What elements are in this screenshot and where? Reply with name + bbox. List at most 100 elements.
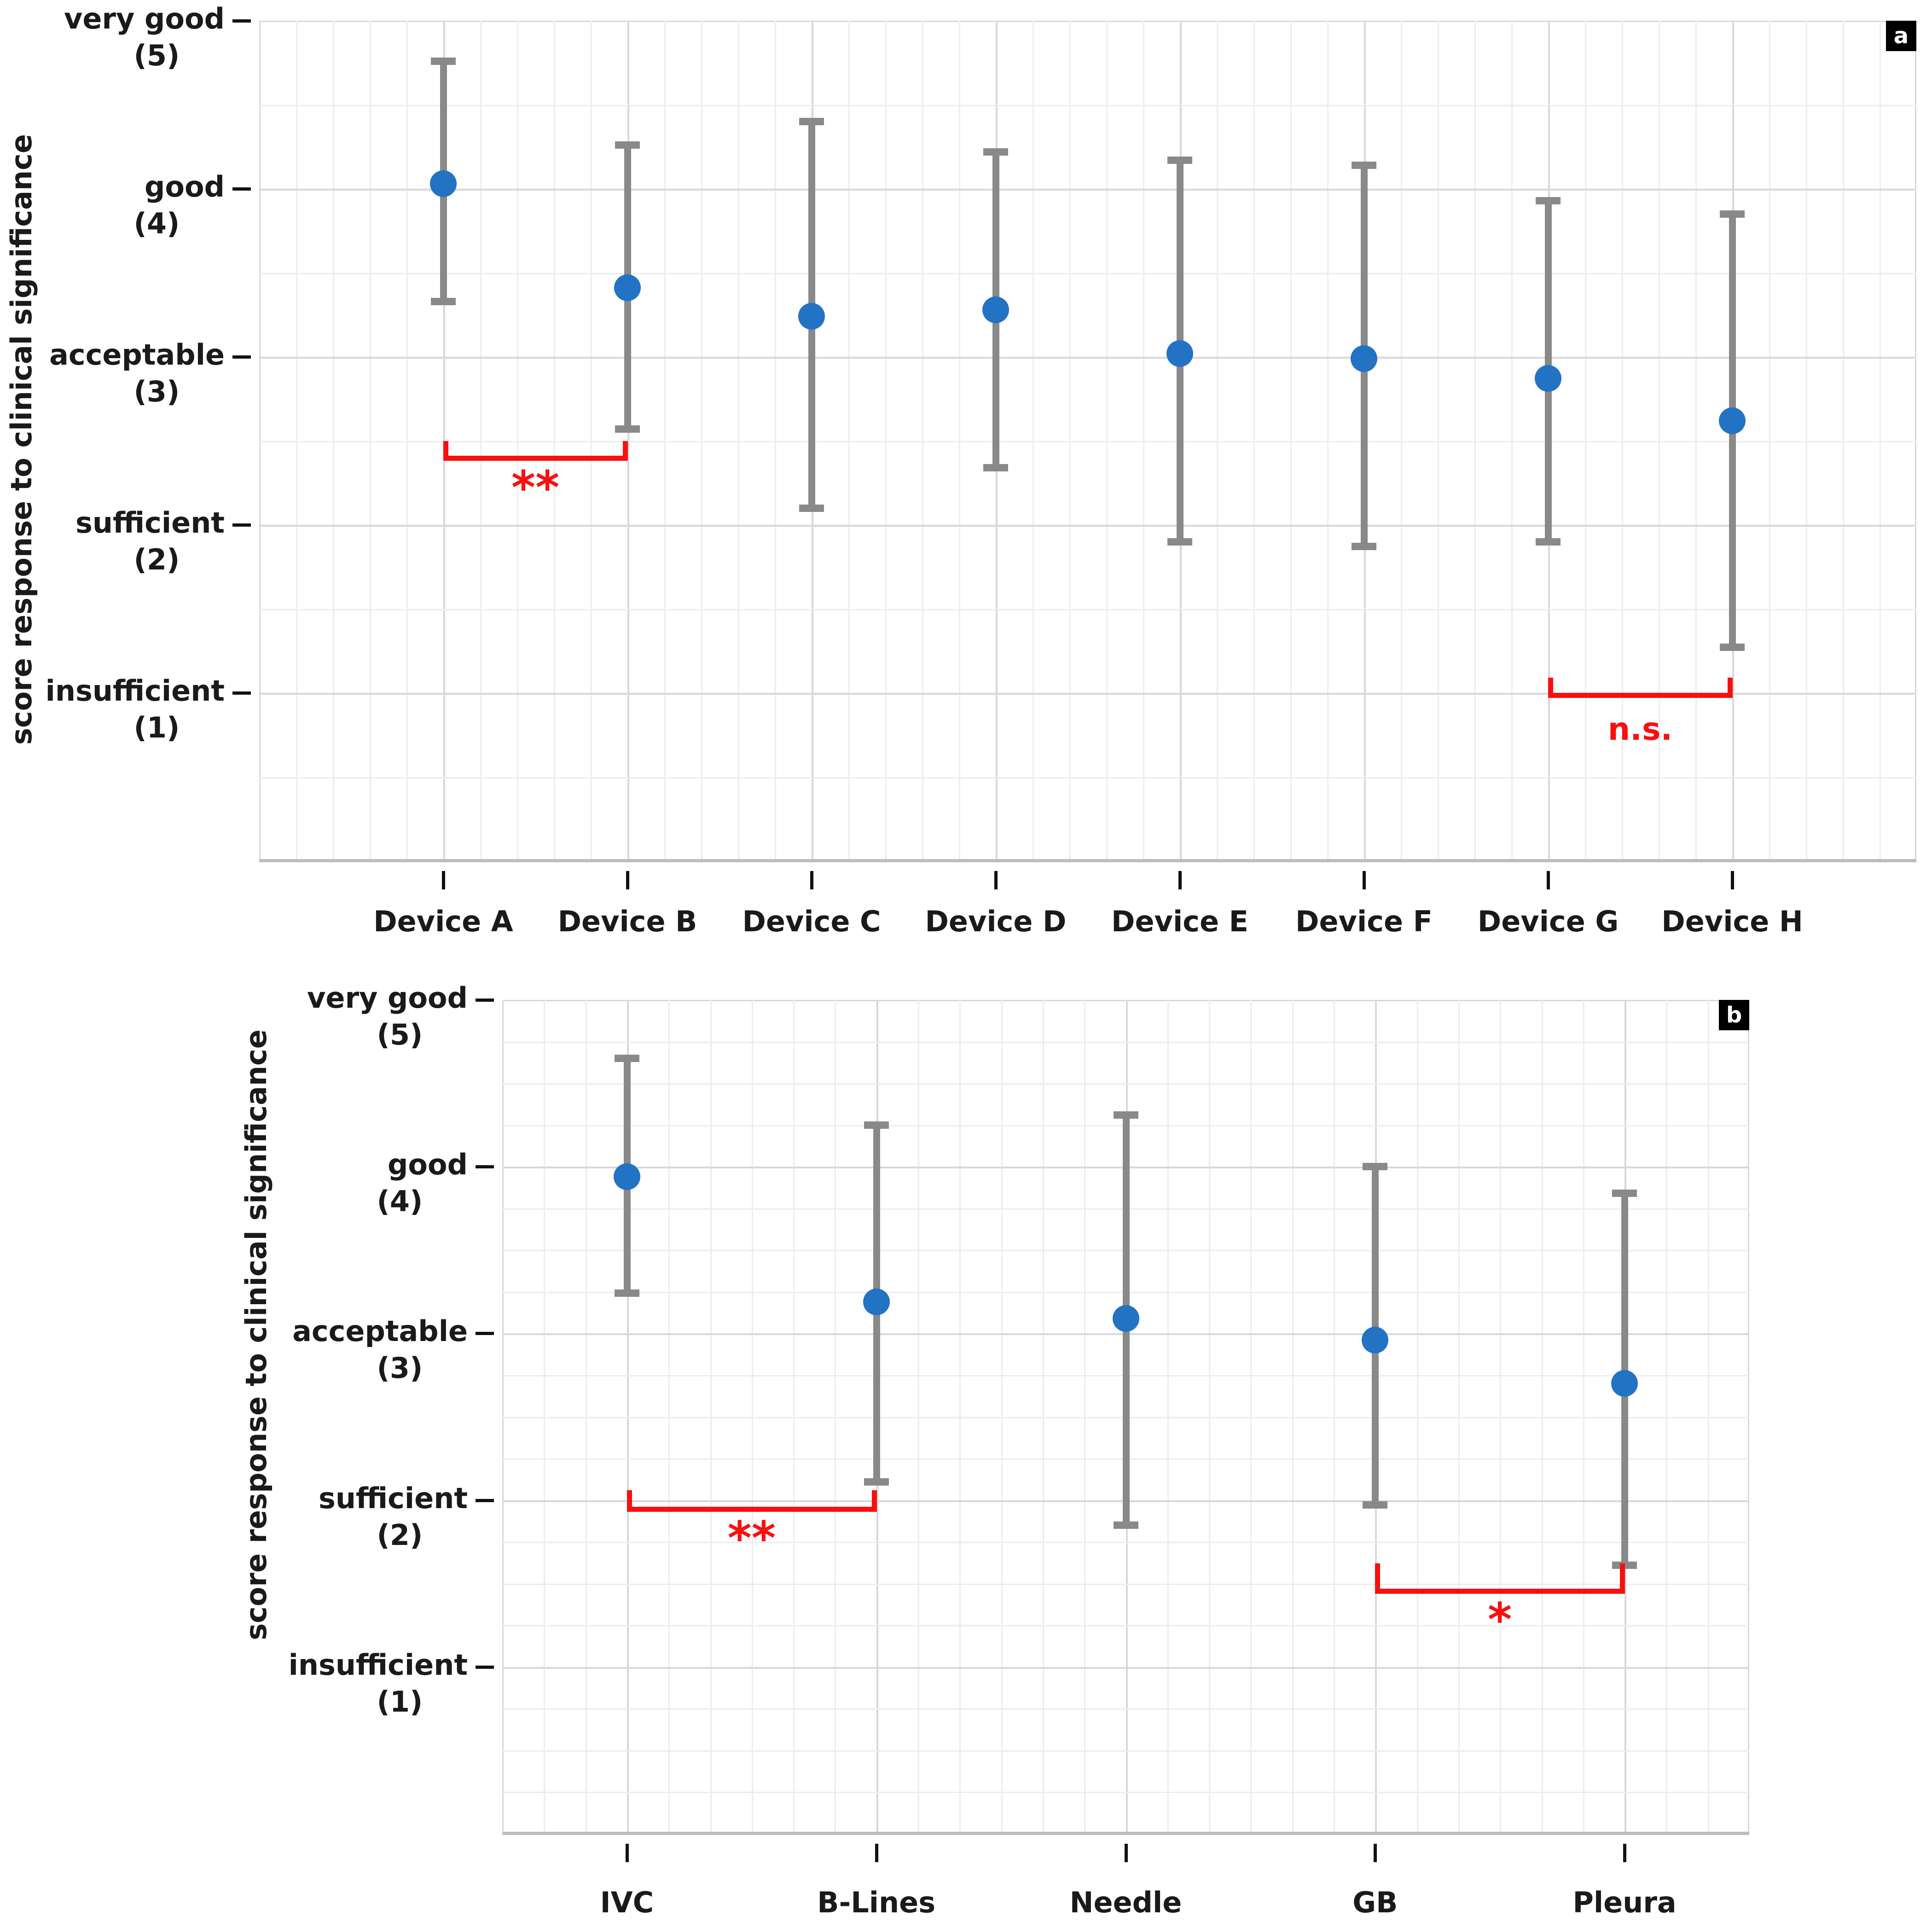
y-tick-label: very good (5) xyxy=(279,980,468,1053)
error-bar-cap-top xyxy=(1352,161,1376,169)
x-axis-tick xyxy=(626,871,629,889)
y-tick-label-number: (3) xyxy=(377,1351,423,1385)
horizontal-minor-gridline xyxy=(259,105,1916,106)
x-axis-tick xyxy=(1731,871,1734,889)
horizontal-minor-gridline xyxy=(502,1625,1749,1627)
horizontal-minor-gridline xyxy=(259,777,1916,778)
x-tick-label: B-Lines xyxy=(817,1886,936,1919)
y-tick-label: good (4) xyxy=(36,168,225,242)
error-bar-cap-bottom xyxy=(1363,1501,1388,1509)
y-tick-label-text: insufficient xyxy=(288,1648,468,1682)
error-bar-cap-top xyxy=(1113,1111,1138,1119)
x-tick-label: Device C xyxy=(742,905,881,938)
panel-label-b: b xyxy=(1719,1000,1749,1030)
significance-bracket-bar xyxy=(1548,693,1732,698)
y-tick-label: good (4) xyxy=(279,1146,468,1220)
x-tick-label: Device B xyxy=(557,905,697,938)
x-tick-label: Device F xyxy=(1295,905,1433,938)
error-bar-cap-top xyxy=(983,148,1008,156)
y-tick-label-text: sufficient xyxy=(318,1481,468,1515)
error-bar-cap-bottom xyxy=(1113,1521,1138,1529)
significance-label: * xyxy=(1488,1593,1512,1647)
y-tick-label-text: acceptable xyxy=(49,338,225,372)
error-bar-cap-bottom xyxy=(431,297,456,305)
horizontal-major-gridline xyxy=(259,693,1916,695)
x-axis-tick xyxy=(442,871,445,889)
x-axis-tick xyxy=(810,871,813,889)
error-bar-cap-bottom xyxy=(1167,538,1192,546)
x-tick-label: IVC xyxy=(600,1886,654,1919)
horizontal-minor-gridline xyxy=(259,273,1916,274)
horizontal-minor-gridline xyxy=(259,441,1916,442)
panel-label-a: a xyxy=(1886,21,1916,51)
y-axis-tick xyxy=(232,19,251,23)
y-tick-label: acceptable (3) xyxy=(279,1313,468,1387)
significance-bracket-tick-right xyxy=(1728,678,1733,698)
significance-bracket-tick-right xyxy=(623,441,628,461)
y-tick-label-number: (2) xyxy=(377,1518,423,1552)
y-tick-label-number: (1) xyxy=(377,1684,423,1719)
horizontal-minor-gridline xyxy=(502,1750,1749,1752)
y-tick-label-text: acceptable xyxy=(292,1314,468,1348)
x-tick-label: Device G xyxy=(1477,905,1619,938)
y-tick-label-text: very good xyxy=(64,2,225,35)
data-point xyxy=(1351,345,1377,372)
horizontal-minor-gridline xyxy=(502,1708,1749,1710)
y-axis-tick xyxy=(476,1498,494,1502)
y-axis-title-panel-a: score response to clinical significance xyxy=(5,134,38,745)
error-bar-cap-bottom xyxy=(614,1289,639,1297)
significance-bracket-bar xyxy=(443,456,627,461)
x-axis-tick xyxy=(1623,1844,1627,1862)
error-bar-cap-top xyxy=(1612,1190,1637,1197)
y-tick-label-number: (5) xyxy=(377,1018,423,1051)
significance-bracket-tick-left xyxy=(1375,1563,1381,1594)
y-tick-label-number: (4) xyxy=(377,1185,423,1219)
significance-label: ** xyxy=(727,1511,776,1565)
data-point xyxy=(863,1288,890,1315)
y-tick-label: sufficient (2) xyxy=(36,505,225,578)
data-point xyxy=(1611,1370,1638,1397)
horizontal-minor-gridline xyxy=(259,609,1916,610)
x-tick-label: Device A xyxy=(373,905,513,938)
data-point xyxy=(1166,340,1193,367)
significance-bracket-tick-right xyxy=(1620,1563,1625,1594)
y-tick-label: insufficient (1) xyxy=(36,673,225,746)
y-axis-tick xyxy=(232,523,251,527)
data-point xyxy=(798,303,825,330)
y-tick-label-text: good xyxy=(388,1148,468,1182)
y-tick-label: acceptable (3) xyxy=(36,337,225,410)
horizontal-minor-gridline xyxy=(502,1542,1749,1544)
error-bar-cap-top xyxy=(1167,156,1192,164)
y-tick-label-text: insufficient xyxy=(45,674,225,708)
y-axis-tick xyxy=(476,1332,494,1336)
error-bar-cap-bottom xyxy=(615,425,640,433)
y-tick-label: very good (5) xyxy=(36,0,225,74)
x-axis-tick xyxy=(1124,1844,1128,1862)
significance-bracket-tick-left xyxy=(1548,678,1553,698)
significance-bracket-bar xyxy=(627,1507,876,1512)
data-point xyxy=(1362,1326,1389,1353)
y-axis-title-panel-b: score response to clinical significance xyxy=(239,1029,273,1641)
data-point xyxy=(613,1163,640,1190)
error-bar-cap-top xyxy=(431,57,456,65)
y-tick-label-text: very good xyxy=(307,981,468,1015)
horizontal-minor-gridline xyxy=(502,1792,1749,1794)
y-axis-tick xyxy=(476,1165,494,1169)
error-bar-cap-top xyxy=(614,1054,639,1062)
data-point xyxy=(1535,365,1561,392)
significance-bracket-tick-left xyxy=(627,1490,632,1512)
error-bar-cap-top xyxy=(615,141,640,149)
error-bar-cap-top xyxy=(864,1121,889,1129)
error-bar-cap-top xyxy=(799,118,824,125)
significance-bracket-tick-left xyxy=(443,441,448,461)
error-bar-cap-top xyxy=(1720,210,1745,218)
horizontal-minor-gridline xyxy=(502,1041,1749,1043)
error-bar-cap-bottom xyxy=(1720,644,1745,651)
x-tick-label: Needle xyxy=(1069,1886,1182,1919)
x-axis-tick xyxy=(1547,871,1550,889)
error-bar-cap-top xyxy=(1536,197,1561,204)
y-tick-label-number: (4) xyxy=(133,207,180,240)
significance-label: n.s. xyxy=(1607,711,1673,748)
y-axis-tick xyxy=(232,187,251,191)
error-bar-cap-bottom xyxy=(1352,543,1376,551)
